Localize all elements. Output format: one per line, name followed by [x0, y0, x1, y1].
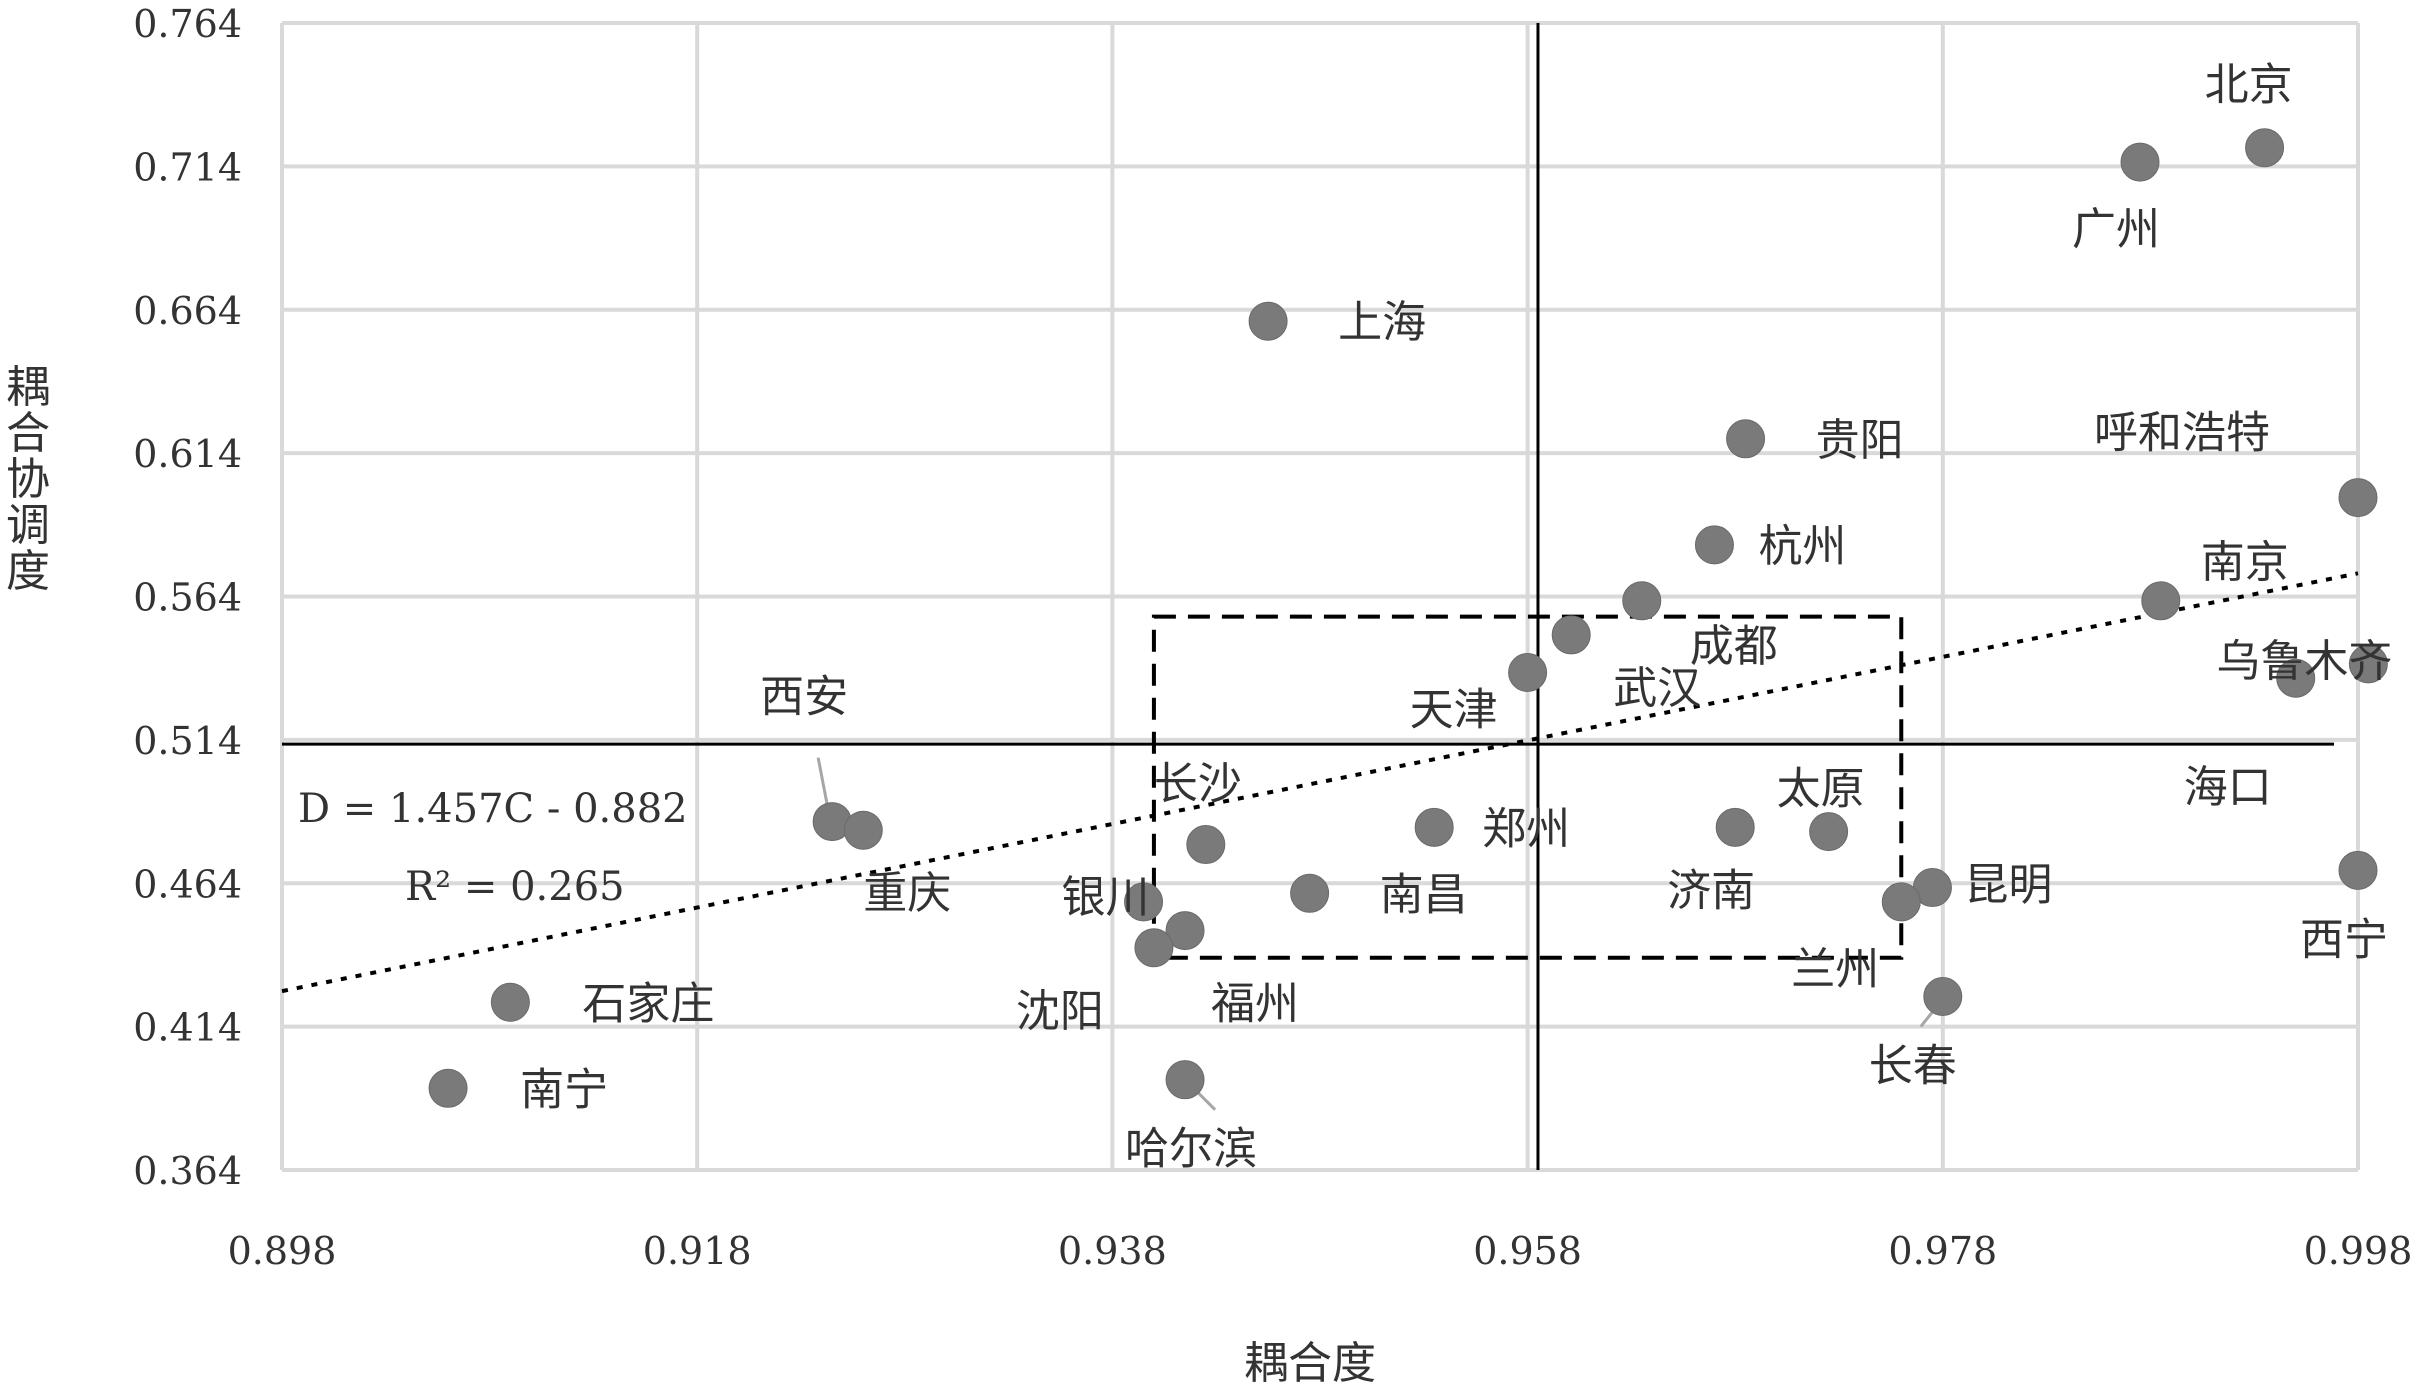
- data-point: [2120, 142, 2160, 182]
- y-tick-label: 0.414: [133, 1006, 242, 1050]
- data-point: [490, 982, 530, 1022]
- point-label: 郑州: [1482, 803, 1570, 854]
- data-point: [2338, 850, 2378, 890]
- point-label: 长沙: [1154, 759, 1242, 810]
- x-axis-title: 耦合度: [1244, 1338, 1376, 1387]
- data-point: [2141, 581, 2181, 621]
- point-label: 西宁: [2300, 914, 2388, 965]
- y-tick-label: 0.364: [133, 1149, 242, 1193]
- data-point: [2276, 658, 2316, 698]
- point-label: 武汉: [1613, 663, 1701, 714]
- point-label: 昆明: [1964, 860, 2052, 911]
- point-label: 石家庄: [582, 978, 714, 1029]
- data-point: [1551, 615, 1591, 655]
- y-tick-label: 0.514: [133, 719, 242, 763]
- y-tick-label: 0.664: [133, 289, 242, 333]
- data-point: [1124, 882, 1164, 922]
- point-label: 上海: [1338, 297, 1426, 348]
- point-label: 南京: [2201, 537, 2289, 588]
- trendline-equation: D = 1.457C - 0.882: [298, 786, 688, 832]
- y-tick-label: 0.464: [133, 862, 242, 906]
- data-point: [843, 810, 883, 850]
- data-point: [1809, 812, 1849, 852]
- x-tick-labels: 0.898 0.918 0.938 0.958 0.978 0.998: [228, 1229, 2413, 1273]
- point-label: 济南: [1667, 865, 1755, 916]
- trendline: [281, 571, 2359, 994]
- point-label: 福州: [1211, 979, 1299, 1030]
- data-point: [1290, 873, 1330, 913]
- point-label: 兰州: [1791, 944, 1879, 995]
- data-point: [1248, 301, 1288, 341]
- data-point: [1726, 419, 1766, 459]
- point-label: 北京: [2205, 60, 2293, 111]
- point-label: 银川: [1062, 872, 1150, 923]
- data-point: [1923, 977, 1963, 1017]
- point-label: 重庆: [863, 868, 951, 919]
- leader-line: [816, 757, 830, 810]
- point-label: 贵阳: [1816, 415, 1904, 466]
- x-tick-label: 0.978: [1888, 1229, 1997, 1273]
- highlight-box-layer: [1151, 614, 1904, 960]
- data-point: [1414, 807, 1454, 847]
- point-label: 海口: [2184, 762, 2272, 813]
- point-label: 西安: [760, 672, 848, 723]
- highlight-box: [1151, 614, 1904, 960]
- data-point: [2348, 644, 2388, 684]
- x-tick-label: 0.938: [1058, 1229, 1167, 1273]
- point-label: 哈尔滨: [1125, 1124, 1257, 1175]
- y-tick-labels: 0.364 0.414 0.464 0.514 0.564 0.614 0.664 0.714…: [133, 2, 242, 1193]
- data-point: [428, 1068, 468, 1108]
- data-point: [1622, 581, 1662, 621]
- x-tick-label: 0.958: [1473, 1229, 1582, 1273]
- y-tick-label: 0.764: [133, 2, 242, 46]
- y-tick-label: 0.614: [133, 432, 242, 476]
- data-point: [1508, 652, 1548, 692]
- point-label: 天津: [1410, 684, 1498, 735]
- x-tick-label: 0.898: [228, 1229, 337, 1273]
- leader-lines: [816, 757, 1938, 1111]
- data-point: [1165, 911, 1205, 951]
- y-tick-label: 0.714: [133, 145, 242, 189]
- data-point: [2338, 478, 2378, 518]
- point-label: 成都: [1690, 621, 1778, 672]
- data-point: [1186, 825, 1226, 865]
- point-label: 乌鲁木齐: [2216, 636, 2392, 687]
- data-point: [2245, 128, 2285, 168]
- gridlines: [280, 21, 2360, 1172]
- point-label: 广州: [2072, 204, 2160, 255]
- data-point: [1715, 807, 1755, 847]
- point-label: 南昌: [1380, 869, 1468, 920]
- point-label: 杭州: [1758, 521, 1846, 572]
- point-label: 太原: [1777, 764, 1865, 815]
- data-point: [1134, 928, 1174, 968]
- data-point: [1165, 1060, 1205, 1100]
- point-label: 呼和浩特: [2094, 408, 2270, 459]
- x-tick-label: 0.998: [2304, 1229, 2413, 1273]
- point-label: 南宁: [520, 1064, 608, 1115]
- y-tick-label: 0.564: [133, 576, 242, 620]
- trendline-layer: [281, 571, 2359, 994]
- data-point: [1694, 525, 1734, 565]
- data-point: [1881, 882, 1921, 922]
- point-label: 长春: [1869, 1041, 1957, 1092]
- x-tick-label: 0.918: [643, 1229, 752, 1273]
- data-points: [428, 128, 2388, 1108]
- reference-lines: [282, 23, 2334, 1170]
- point-label: 沈阳: [1016, 986, 1104, 1037]
- y-axis-title: 耦合协调度: [6, 362, 50, 597]
- trendline-r2: R² = 0.265: [405, 864, 625, 910]
